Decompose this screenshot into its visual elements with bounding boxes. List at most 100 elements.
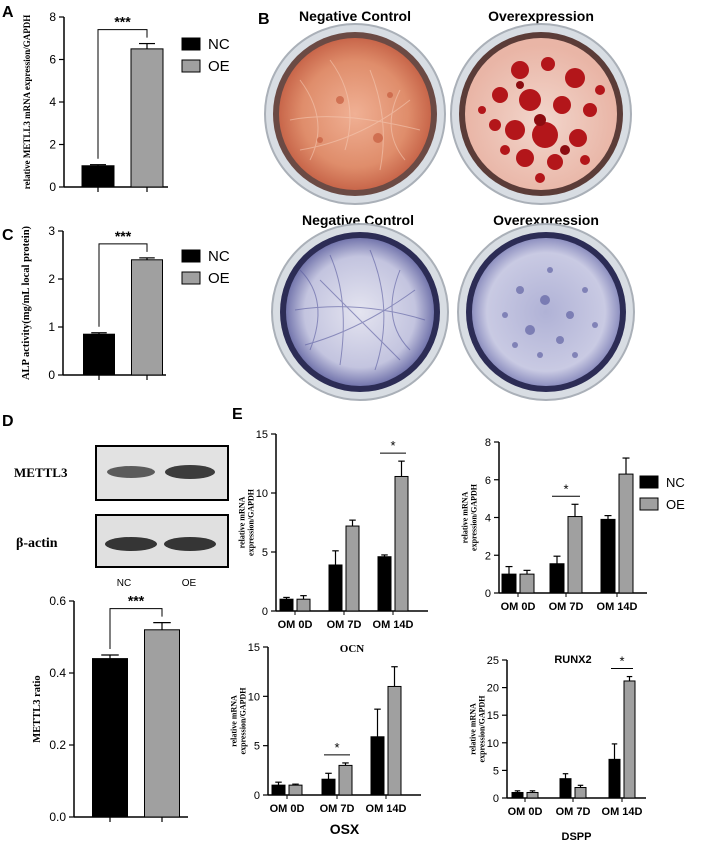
bar-nc: [271, 784, 286, 796]
bar-oe: [567, 516, 583, 594]
y-tick-label: 10: [248, 691, 260, 703]
significance-bracket: [98, 243, 148, 327]
chart-title: DSPP: [562, 831, 592, 842]
band-actin-oe: [164, 537, 216, 551]
y-tick-label: 4: [49, 95, 56, 109]
y-axis-label: relative METLL3 mRNA expression/GAPDH: [22, 15, 32, 189]
western-blot: METTL3 β-actin NC OE: [14, 445, 229, 589]
bar-nc: [501, 573, 517, 594]
bar-nc: [608, 758, 621, 799]
x-tick-label: OM 7D: [549, 601, 584, 613]
x-tick-label: OM 0D: [508, 806, 543, 818]
y-tick-label: 0.6: [49, 594, 66, 608]
significance-mark: ***: [128, 593, 145, 609]
alp-dish-oe: [457, 223, 635, 401]
bar-nc: [549, 563, 565, 594]
significance-bracket: [97, 29, 148, 159]
y-tick-label: 0: [485, 588, 491, 600]
bar-nc: [92, 658, 128, 818]
bar-oe: [130, 48, 164, 188]
chart-a: 0 2 4 6 8 relative METLL3 mRNA expression/GAP…: [22, 10, 230, 194]
bar-nc: [600, 518, 616, 594]
bar-oe: [394, 475, 409, 612]
y-axis-label-line1: relative mRNA: [460, 491, 469, 543]
legend-swatch-oe: [181, 59, 201, 73]
chart-title: OSX: [330, 821, 360, 837]
y-tick-label: 4: [485, 513, 491, 525]
band-mettl3-nc: [107, 466, 155, 478]
bar-nc: [377, 556, 392, 612]
photo-label-negative-control-bottom: Negative Control: [302, 212, 414, 228]
bar-oe: [526, 791, 539, 799]
y-tick-label: 0.4: [49, 666, 66, 680]
legend-swatch-nc: [181, 37, 201, 51]
y-tick-label: 5: [262, 547, 268, 559]
y-axis-label-line2: expression/GAPDH: [478, 695, 487, 763]
x-tick-label: OM 0D: [278, 619, 313, 631]
legend-label-nc: NC: [208, 248, 230, 265]
photo-label-overexpression-top: Overexpression: [488, 8, 594, 24]
bar-oe: [345, 525, 360, 612]
legend-label-oe: OE: [208, 270, 230, 287]
legend-label-nc: NC: [208, 36, 230, 53]
chart-e-dspp: 0 5 10 15 20 25 relative mRNAexpression/GAPDH O…: [468, 654, 646, 842]
x-tick-label: OM 7D: [327, 619, 362, 631]
y-tick-label: 1: [48, 320, 55, 334]
y-tick-label: 5: [254, 741, 260, 753]
panel-letter-a: A: [2, 4, 14, 21]
band-actin-nc: [105, 537, 157, 551]
bar-nc: [279, 598, 294, 612]
y-tick-label: 5: [493, 765, 499, 777]
significance-mark: ***: [114, 14, 131, 30]
bar-nc: [328, 564, 343, 612]
blot-label-mettl3: METTL3: [14, 465, 68, 480]
y-tick-label: 15: [256, 429, 268, 441]
y-tick-label: 8: [49, 10, 56, 24]
bar-oe: [131, 259, 163, 376]
y-tick-label: 2: [49, 138, 56, 152]
chart-e-ocn: 0 5 10 15 relative mRNAexpression/GAPDH OM 0D…: [237, 429, 428, 655]
y-axis-label-line2: expression/GAPDH: [247, 488, 256, 556]
y-axis-label-line1: relative mRNA: [468, 703, 477, 755]
x-tick-label: OM 14D: [366, 803, 407, 815]
y-axis-label: relative mRNAexpression/GAPDH: [460, 483, 478, 551]
band-mettl3-oe: [165, 465, 215, 479]
y-tick-label: 0: [49, 180, 56, 194]
y-tick-label: 0.0: [49, 810, 66, 824]
x-tick-label: OM 7D: [556, 806, 591, 818]
panel-letter-c: C: [2, 227, 14, 244]
y-axis-label-line1: relative mRNA: [229, 695, 238, 747]
y-tick-label: 15: [487, 710, 499, 722]
y-axis-label: relative mRNAexpression/GAPDH: [229, 687, 247, 755]
legend-swatch-nc: [639, 475, 659, 489]
chart-c: 0 1 2 3 ALP activity(mg/mL local protein) ***…: [21, 224, 230, 382]
y-tick-label: 0: [254, 790, 260, 802]
x-tick-label: OM 14D: [597, 601, 638, 613]
legend-label-oe: OE: [208, 58, 230, 75]
y-axis-label-line2: expression/GAPDH: [239, 687, 248, 755]
bar-nc: [511, 791, 524, 799]
significance-bracket: [109, 608, 163, 649]
y-axis-label: METTL3 ratio: [32, 675, 43, 742]
x-tick-label: OM 14D: [373, 619, 414, 631]
significance-mark: *: [334, 740, 339, 755]
y-tick-label: 2: [48, 272, 55, 286]
bar-nc: [321, 778, 336, 796]
bar-oe: [296, 598, 311, 612]
alp-dish-nc: [271, 223, 449, 401]
chart-e-runx2: 0 2 4 6 8 relative mRNAexpression/GAPDH OM 0D O…: [460, 437, 685, 666]
bar-oe: [618, 473, 634, 594]
y-tick-label: 25: [487, 655, 499, 667]
photo-label-overexpression-bottom: Overexpression: [493, 212, 599, 228]
y-axis-label: relative mRNAexpression/GAPDH: [237, 488, 255, 556]
blot-lane-nc: NC: [117, 578, 131, 589]
x-tick-label: OM 14D: [602, 806, 643, 818]
legend-swatch-nc: [181, 249, 201, 263]
bar-oe: [288, 784, 303, 796]
y-axis-label-line1: relative mRNA: [237, 496, 246, 548]
y-axis-label: ALP activity(mg/mL local protein): [21, 225, 32, 380]
significance-mark: *: [619, 654, 624, 669]
significance-mark: *: [563, 481, 568, 496]
y-tick-label: 8: [485, 437, 491, 449]
